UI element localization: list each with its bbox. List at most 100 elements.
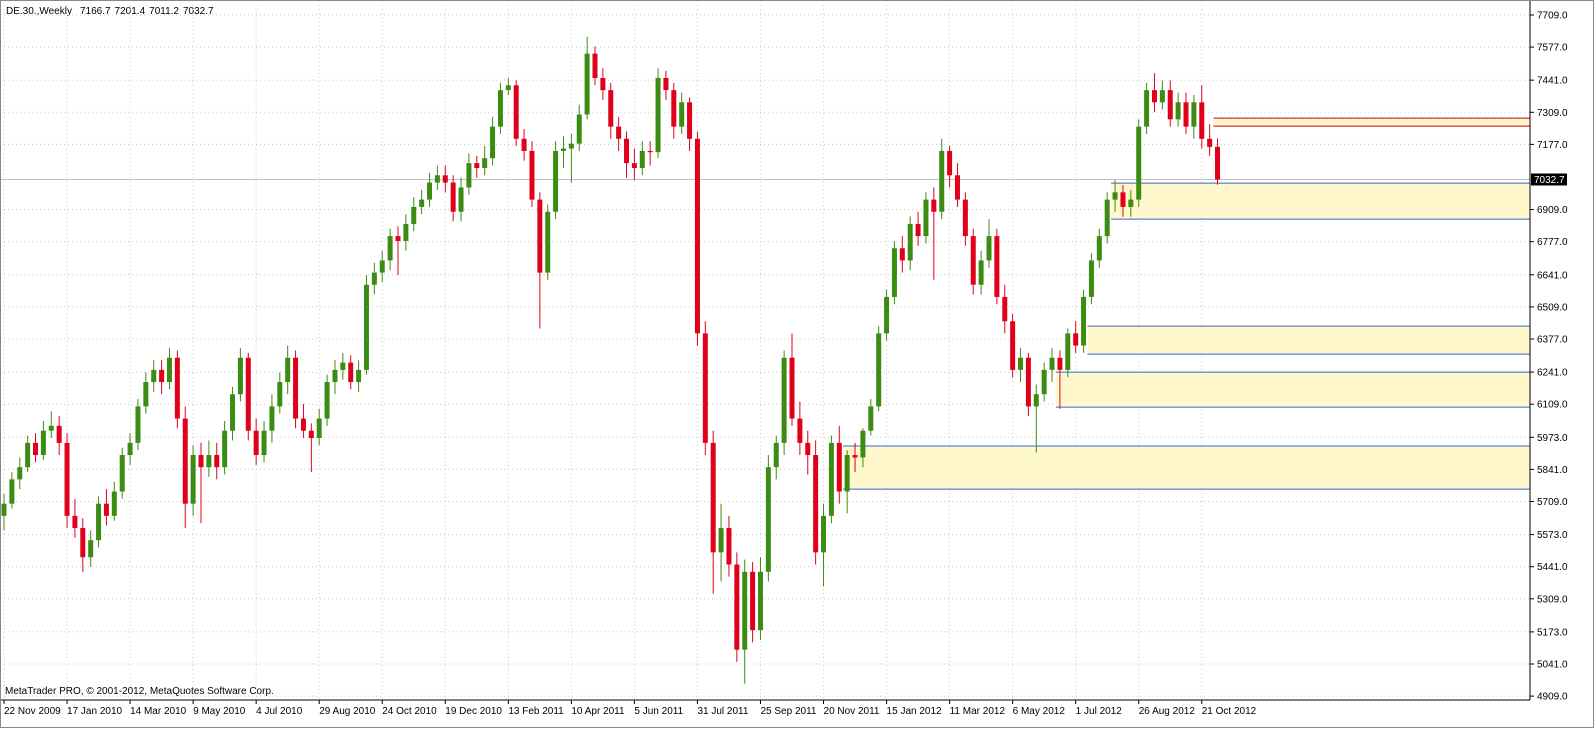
price-label-bg — [1531, 173, 1567, 186]
candle-body — [891, 248, 897, 297]
high-value: 7201.4 — [115, 6, 146, 17]
close-value: 7032.7 — [183, 6, 214, 17]
candle-body — [56, 425, 62, 443]
candle-body — [1199, 102, 1205, 139]
candle-body — [245, 357, 251, 431]
x-tick-label: 17 Jan 2010 — [67, 706, 122, 717]
candle-body — [1159, 90, 1165, 103]
candle-body — [1183, 102, 1189, 127]
candle-body — [931, 199, 937, 212]
candle-body — [490, 126, 496, 159]
candle-body — [836, 442, 842, 492]
y-tick-label: 5709.0 — [1537, 497, 1568, 508]
zone — [1055, 372, 1530, 408]
candle-body — [356, 369, 362, 383]
candle-body — [537, 199, 543, 273]
candle-body — [978, 260, 984, 285]
candle-body — [687, 102, 693, 139]
candle-body — [1033, 394, 1039, 407]
candle-body — [852, 455, 858, 458]
candle-body — [962, 199, 968, 237]
candle-body — [568, 143, 574, 149]
candle-body — [379, 260, 385, 273]
candle-body — [371, 272, 377, 285]
chart-title: DE.30.,Weekly — [6, 6, 72, 17]
candle-body — [316, 418, 322, 439]
candle-body — [111, 491, 117, 516]
candle-body — [1104, 199, 1110, 237]
candle-body — [765, 467, 771, 572]
candle-body — [694, 138, 700, 334]
candle-body — [363, 284, 369, 370]
x-tick-label: 26 Aug 2012 — [1139, 706, 1196, 717]
x-tick-label: 11 Mar 2012 — [950, 706, 1006, 717]
candle-body — [1010, 321, 1016, 370]
candle-body — [482, 158, 488, 168]
y-tick-label: 7441.0 — [1537, 76, 1568, 87]
candle-body — [844, 455, 850, 492]
y-tick-label: 4909.0 — [1537, 692, 1568, 703]
candle-body — [442, 175, 448, 183]
candle-body — [324, 382, 330, 419]
candle-body — [96, 503, 102, 541]
y-tick-label: 5573.0 — [1537, 530, 1568, 541]
candle-body — [348, 362, 354, 383]
candle-body — [308, 430, 314, 439]
candle-body — [1088, 260, 1094, 297]
candle-body — [395, 236, 401, 241]
y-tick-label: 5309.0 — [1537, 594, 1568, 605]
x-tick-label: 31 Jul 2011 — [697, 706, 748, 717]
candle-body — [127, 442, 133, 456]
candle-body — [624, 138, 630, 164]
candle-body — [655, 77, 661, 153]
x-tick-label: 15 Jan 2012 — [887, 706, 942, 717]
candle-body — [466, 163, 472, 188]
candle-body — [821, 515, 827, 553]
candle-body — [1096, 236, 1102, 261]
y-tick-label: 6909.0 — [1537, 205, 1568, 216]
low-value: 7011.2 — [149, 6, 179, 17]
candle-body — [143, 382, 149, 407]
candle-body — [734, 564, 740, 650]
candle-body — [230, 394, 236, 431]
candle-body — [513, 85, 519, 139]
candle-body — [1136, 126, 1142, 200]
x-tick-label: 19 Dec 2010 — [445, 706, 502, 717]
x-tick-label: 25 Sep 2011 — [760, 706, 816, 717]
candle-body — [190, 455, 196, 504]
candle-body — [261, 430, 267, 456]
candle-body — [592, 53, 598, 78]
chart-header: DE.30.,Weekly 7166.7 7201.4 7011.2 7032.7 — [6, 6, 214, 17]
candle-body — [411, 206, 417, 224]
candle-body — [182, 418, 188, 504]
candle-body — [135, 406, 141, 443]
candle-body — [269, 406, 275, 431]
candle-body — [789, 357, 795, 419]
candle-body — [797, 418, 803, 443]
candle-body — [9, 479, 15, 504]
candle-body — [970, 236, 976, 285]
candle-body — [450, 182, 456, 212]
y-tick-label: 6241.0 — [1537, 368, 1568, 379]
candle-body — [663, 77, 669, 91]
y-tick-label: 7709.0 — [1537, 10, 1568, 21]
candle-body — [1057, 357, 1063, 370]
candle-body — [773, 442, 779, 468]
candle-body — [584, 53, 590, 115]
candle-body — [860, 430, 866, 458]
candle-body — [915, 223, 921, 237]
candle-body — [805, 442, 811, 456]
y-tick-label: 5041.0 — [1537, 659, 1568, 670]
x-tick-label: 6 May 2012 — [1013, 706, 1066, 717]
y-tick-label: 6109.0 — [1537, 400, 1568, 411]
candle-body — [80, 528, 86, 558]
y-tick-label: 6777.0 — [1537, 237, 1568, 248]
candle-body — [560, 148, 566, 151]
y-tick-label: 6641.0 — [1537, 270, 1568, 281]
candle-body — [1, 503, 7, 516]
candle-body — [742, 571, 748, 650]
candle-body — [884, 296, 890, 334]
x-tick-label: 20 Nov 2011 — [824, 706, 880, 717]
candle-body — [876, 333, 882, 407]
candle-body — [88, 540, 94, 558]
